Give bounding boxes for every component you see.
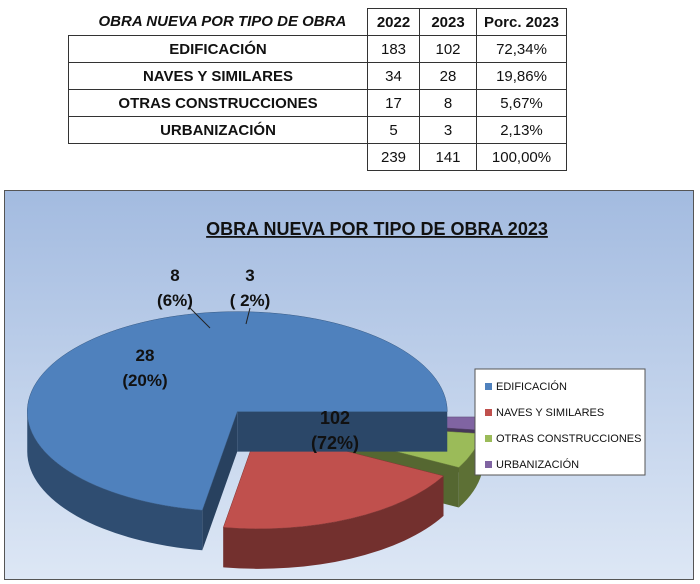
cell-2023: 3 bbox=[419, 116, 477, 144]
legend-entry: OTRAS CONSTRUCCIONES bbox=[496, 433, 641, 445]
slice-wall bbox=[237, 411, 448, 452]
slice-top bbox=[27, 311, 448, 511]
leader-line bbox=[189, 307, 211, 329]
row-label: NAVES Y SIMILARES bbox=[68, 62, 368, 90]
value-label: 102 bbox=[320, 408, 350, 428]
chart-area: OBRA NUEVA POR TIPO DE OBRA 2023 102 (72%… bbox=[4, 190, 694, 580]
header-2023: 2023 bbox=[419, 8, 477, 36]
value-label: 3 bbox=[245, 266, 254, 285]
chart-title: OBRA NUEVA POR TIPO DE OBRA 2023 bbox=[206, 219, 548, 239]
slice-side bbox=[27, 411, 203, 551]
label-layer: 102 (72%) 28 (20%) 8 (6%) 3 ( 2%) bbox=[122, 266, 359, 453]
cell-2022: 34 bbox=[367, 62, 420, 90]
row-label: EDIFICACIÓN bbox=[68, 35, 368, 63]
cell-pct: 5,67% bbox=[476, 89, 567, 117]
pie-chart: OBRA NUEVA POR TIPO DE OBRA 2023 102 (72%… bbox=[5, 191, 693, 579]
pie-layer bbox=[27, 311, 486, 569]
cell-2022: 183 bbox=[367, 35, 420, 63]
table-header-row: OBRA NUEVA POR TIPO DE OBRA 2022 2023 Po… bbox=[69, 8, 567, 36]
leader-line bbox=[245, 307, 251, 325]
percent-label: (6%) bbox=[157, 291, 193, 310]
cell-2023: 102 bbox=[419, 35, 477, 63]
legend-box bbox=[474, 368, 646, 476]
slice-top bbox=[222, 428, 445, 530]
slice-wall bbox=[202, 411, 238, 551]
legend-entry: NAVES Y SIMILARES bbox=[496, 407, 604, 419]
header-porc-2023: Porc. 2023 bbox=[476, 8, 567, 36]
legend: EDIFICACIÓN NAVES Y SIMILARES OTRAS CONSTR… bbox=[474, 368, 646, 476]
table-row: NAVES Y SIMILARES 34 28 19,86% bbox=[68, 62, 567, 90]
legend-entry: URBANIZACIÓN bbox=[496, 458, 579, 471]
cell-2022: 17 bbox=[367, 89, 420, 117]
legend-swatch bbox=[485, 461, 492, 468]
value-label: 28 bbox=[136, 346, 155, 365]
cell-pct: 72,34% bbox=[476, 35, 567, 63]
total-2022: 239 bbox=[367, 143, 420, 171]
table-row: OTRAS CONSTRUCCIONES 17 8 5,67% bbox=[68, 89, 567, 117]
cell-2022: 5 bbox=[367, 116, 420, 144]
cell-pct: 19,86% bbox=[476, 62, 567, 90]
empty-cell bbox=[69, 144, 368, 171]
table-row: EDIFICACIÓN 183 102 72,34% bbox=[68, 35, 567, 63]
row-label: OTRAS CONSTRUCCIONES bbox=[68, 89, 368, 117]
value-label: 8 bbox=[170, 266, 179, 285]
legend-swatch bbox=[485, 435, 492, 442]
cell-pct: 2,13% bbox=[476, 116, 567, 144]
legend-entry: EDIFICACIÓN bbox=[496, 380, 567, 393]
percent-label: (72%) bbox=[311, 433, 359, 453]
total-2023: 141 bbox=[419, 143, 477, 171]
row-label: URBANIZACIÓN bbox=[68, 116, 368, 144]
legend-swatch bbox=[485, 383, 492, 390]
data-table: OBRA NUEVA POR TIPO DE OBRA 2022 2023 Po… bbox=[68, 8, 567, 171]
table-row: URBANIZACIÓN 5 3 2,13% bbox=[68, 116, 567, 144]
header-2022: 2022 bbox=[367, 8, 420, 36]
pie-slice-edificacion bbox=[27, 311, 448, 551]
table-total-row: 239 141 100,00% bbox=[69, 143, 567, 171]
percent-label: ( 2%) bbox=[230, 291, 271, 310]
total-pct: 100,00% bbox=[476, 143, 567, 171]
percent-label: (20%) bbox=[122, 371, 167, 390]
cell-2023: 28 bbox=[419, 62, 477, 90]
cell-2023: 8 bbox=[419, 89, 477, 117]
legend-swatch bbox=[485, 409, 492, 416]
table-title: OBRA NUEVA POR TIPO DE OBRA bbox=[98, 13, 347, 31]
